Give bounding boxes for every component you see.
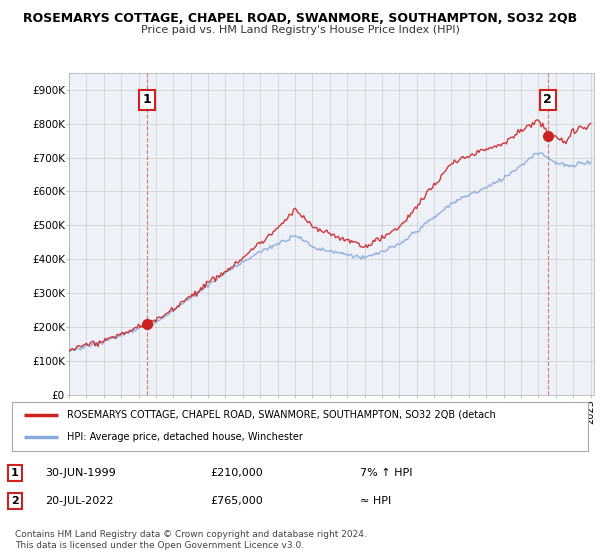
Text: 2: 2 [544, 94, 552, 106]
Text: HPI: Average price, detached house, Winchester: HPI: Average price, detached house, Winc… [67, 432, 302, 442]
Text: 7% ↑ HPI: 7% ↑ HPI [360, 468, 413, 478]
Text: 30-JUN-1999: 30-JUN-1999 [45, 468, 116, 478]
Text: £765,000: £765,000 [210, 496, 263, 506]
Text: Price paid vs. HM Land Registry's House Price Index (HPI): Price paid vs. HM Land Registry's House … [140, 25, 460, 35]
Text: 20-JUL-2022: 20-JUL-2022 [45, 496, 113, 506]
Text: £210,000: £210,000 [210, 468, 263, 478]
Text: Contains HM Land Registry data © Crown copyright and database right 2024.
This d: Contains HM Land Registry data © Crown c… [15, 530, 367, 550]
Text: 2: 2 [11, 496, 19, 506]
Text: ROSEMARYS COTTAGE, CHAPEL ROAD, SWANMORE, SOUTHAMPTON, SO32 2QB: ROSEMARYS COTTAGE, CHAPEL ROAD, SWANMORE… [23, 12, 577, 25]
Text: ≈ HPI: ≈ HPI [360, 496, 391, 506]
Text: 1: 1 [11, 468, 19, 478]
Text: ROSEMARYS COTTAGE, CHAPEL ROAD, SWANMORE, SOUTHAMPTON, SO32 2QB (detach: ROSEMARYS COTTAGE, CHAPEL ROAD, SWANMORE… [67, 410, 496, 420]
Text: 1: 1 [143, 94, 152, 106]
